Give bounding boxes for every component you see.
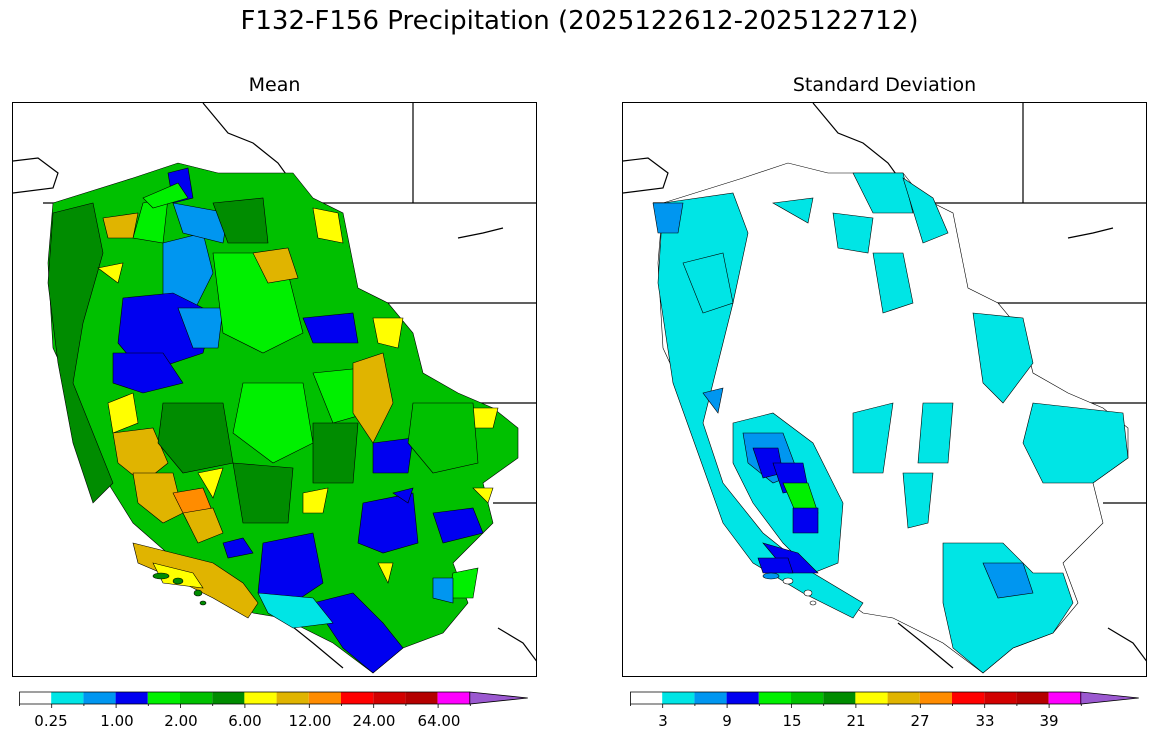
std-colorbar (630, 690, 1142, 710)
std-map (623, 103, 1146, 674)
std-tick-label: 33 (975, 712, 995, 730)
colorbar-swatch (887, 692, 920, 704)
mean-tick-label: 1.00 (100, 712, 134, 730)
std-map-panel (622, 102, 1147, 677)
colorbar-swatch (952, 692, 985, 704)
mean-tick-label: 64.00 (417, 712, 461, 730)
mean-basins (47, 162, 519, 674)
colorbar-swatch (662, 692, 695, 704)
std-colorbar-svg (630, 691, 1139, 708)
mean-tick-label: 12.00 (288, 712, 332, 730)
std-tick-label: 9 (722, 712, 732, 730)
colorbar-swatch (373, 692, 406, 704)
colorbar-swatch (437, 692, 470, 704)
colorbar-swatch (244, 692, 277, 704)
colorbar-swatch (823, 692, 856, 704)
mean-panel-title: Mean (248, 74, 301, 96)
colorbar-swatch (180, 692, 213, 704)
colorbar-extend-arrow (469, 691, 528, 705)
mean-colorbar-svg (19, 691, 528, 708)
std-tick-label: 3 (658, 712, 668, 730)
std-islands (762, 572, 817, 606)
colorbar-swatch (855, 692, 888, 704)
colorbar-swatch (19, 692, 52, 704)
colorbar-swatch (212, 692, 245, 704)
colorbar-extend-arrow (1080, 691, 1139, 705)
colorbar-swatch (115, 692, 148, 704)
mean-map-panel (12, 102, 537, 677)
mean-map (13, 103, 536, 674)
colorbar-swatch (726, 692, 759, 704)
std-panel-title: Standard Deviation (792, 74, 977, 96)
colorbar-swatch (147, 692, 180, 704)
mean-tick-label: 0.25 (34, 712, 68, 730)
colorbar-swatch (405, 692, 438, 704)
colorbar-swatch (341, 692, 374, 704)
colorbar-swatch (984, 692, 1017, 704)
std-tick-label: 15 (782, 712, 802, 730)
mean-colorbar (19, 690, 531, 710)
std-tick-label: 21 (846, 712, 866, 730)
colorbar-swatch (758, 692, 791, 704)
std-basins (652, 162, 1129, 674)
colorbar-swatch (1048, 692, 1081, 704)
colorbar-swatch (791, 692, 824, 704)
colorbar-swatch (630, 692, 663, 704)
colorbar-swatch (919, 692, 952, 704)
colorbar-swatch (1016, 692, 1049, 704)
colorbar-swatch (51, 692, 84, 704)
std-tick-label: 27 (910, 712, 930, 730)
mean-islands (152, 572, 207, 606)
mean-tick-label: 24.00 (352, 712, 396, 730)
colorbar-swatch (276, 692, 309, 704)
mean-tick-label: 6.00 (228, 712, 262, 730)
colorbar-swatch (83, 692, 116, 704)
mean-tick-label: 2.00 (164, 712, 198, 730)
colorbar-swatch (308, 692, 341, 704)
std-tick-label: 39 (1039, 712, 1059, 730)
figure-title: F132-F156 Precipitation (2025122612-2025… (240, 6, 919, 36)
colorbar-swatch (694, 692, 727, 704)
